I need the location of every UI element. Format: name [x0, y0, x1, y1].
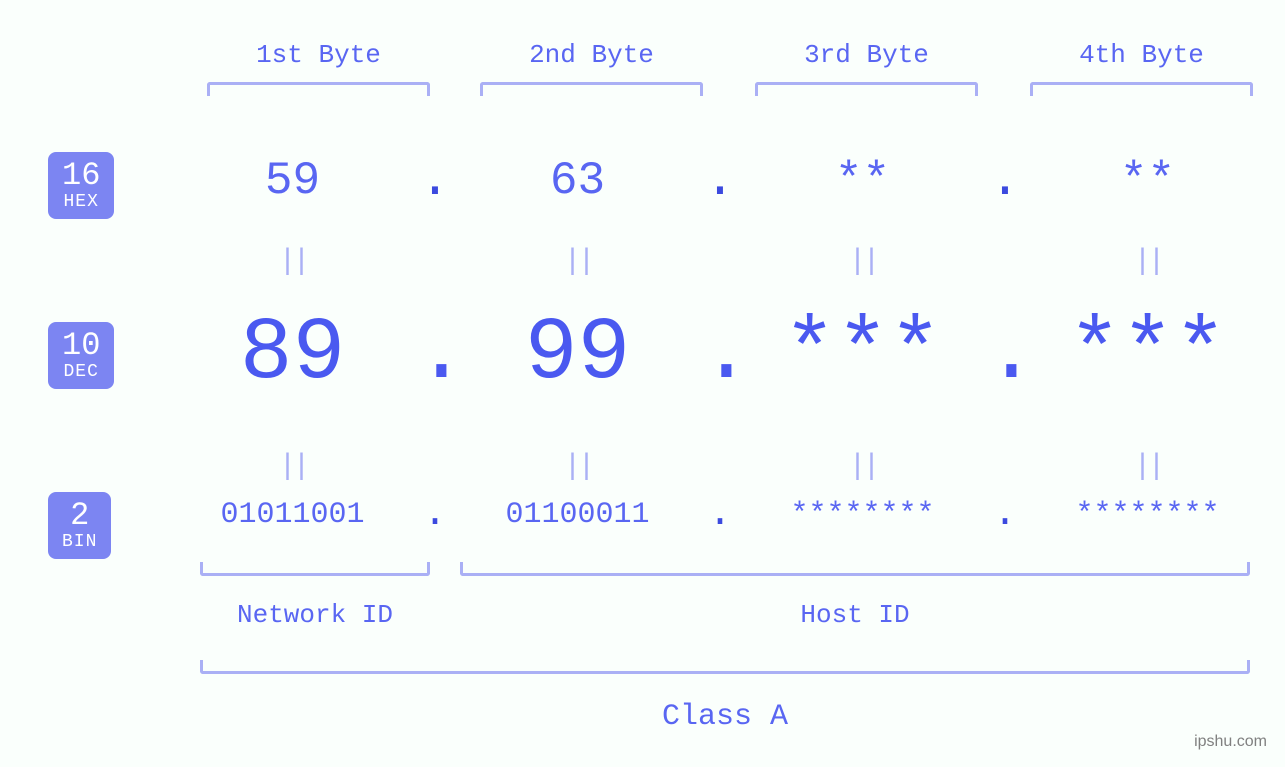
dec-byte-4: ***	[1025, 305, 1270, 404]
base-label: HEX	[64, 193, 99, 213]
hex-byte-2: 63	[455, 155, 700, 207]
dot-icon: .	[700, 495, 740, 535]
class-label: Class A	[200, 700, 1250, 734]
byte-bracket-3	[755, 82, 978, 96]
dot-icon: .	[985, 495, 1025, 535]
network-bracket	[200, 562, 430, 576]
host-id-label: Host ID	[460, 600, 1250, 630]
bin-byte-1: 01011001	[170, 498, 415, 532]
equals-icon: ||	[455, 245, 700, 279]
dot-icon: .	[700, 311, 740, 399]
hex-byte-1: 59	[170, 155, 415, 207]
byte-bracket-1	[207, 82, 430, 96]
equals-icon: ||	[455, 450, 700, 484]
base-badge-bin: 2 BIN	[48, 492, 111, 559]
equals-icon: ||	[740, 245, 985, 279]
dec-byte-2: 99	[455, 305, 700, 404]
dec-byte-3: ***	[740, 305, 985, 404]
host-bracket	[460, 562, 1250, 576]
byte-header-3: 3rd Byte	[755, 40, 978, 70]
equals-icon: ||	[170, 245, 415, 279]
hex-byte-3: **	[740, 155, 985, 207]
byte-bracket-4	[1030, 82, 1253, 96]
bin-byte-2: 01100011	[455, 498, 700, 532]
bin-row: 01011001 . 01100011 . ******** . *******…	[170, 495, 1270, 535]
hex-row: 59 . 63 . ** . **	[170, 155, 1270, 207]
byte-bracket-2	[480, 82, 703, 96]
base-badge-dec: 10 DEC	[48, 322, 114, 389]
base-number: 16	[62, 158, 100, 193]
equals-icon: ||	[740, 450, 985, 484]
equals-icon: ||	[1025, 245, 1270, 279]
base-badge-hex: 16 HEX	[48, 152, 114, 219]
dot-icon: .	[415, 495, 455, 535]
equals-row-1: || . || . || . ||	[170, 245, 1270, 279]
dec-row: 89 . 99 . *** . ***	[170, 305, 1270, 404]
dot-icon: .	[985, 311, 1025, 399]
base-number: 10	[62, 328, 100, 363]
class-bracket	[200, 660, 1250, 674]
network-id-label: Network ID	[200, 600, 430, 630]
byte-header-2: 2nd Byte	[480, 40, 703, 70]
bin-byte-3: ********	[740, 498, 985, 532]
dot-icon: .	[415, 311, 455, 399]
hex-byte-4: **	[1025, 155, 1270, 207]
base-number: 2	[70, 498, 89, 533]
equals-row-2: || . || . || . ||	[170, 450, 1270, 484]
base-label: BIN	[62, 533, 97, 553]
byte-header-4: 4th Byte	[1030, 40, 1253, 70]
equals-icon: ||	[1025, 450, 1270, 484]
dot-icon: .	[700, 155, 740, 207]
ip-bytes-diagram: 1st Byte 2nd Byte 3rd Byte 4th Byte 16 H…	[0, 0, 1285, 767]
base-label: DEC	[64, 363, 99, 383]
byte-header-1: 1st Byte	[207, 40, 430, 70]
watermark: ipshu.com	[1194, 733, 1267, 751]
equals-icon: ||	[170, 450, 415, 484]
dot-icon: .	[415, 155, 455, 207]
dot-icon: .	[985, 155, 1025, 207]
bin-byte-4: ********	[1025, 498, 1270, 532]
dec-byte-1: 89	[170, 305, 415, 404]
